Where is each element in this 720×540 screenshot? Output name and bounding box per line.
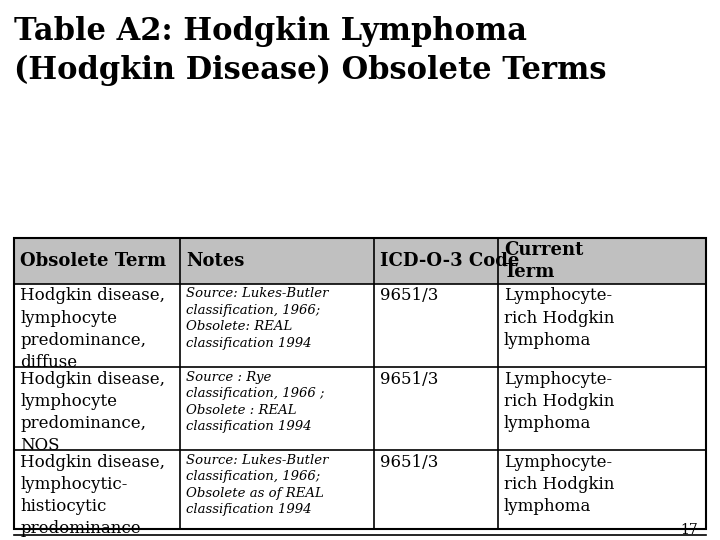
Text: Hodgkin disease,
lymphocyte
predominance,
diffuse: Hodgkin disease, lymphocyte predominance… bbox=[20, 287, 165, 371]
Text: Hodgkin disease,
lymphocytic-
histiocytic
predominance: Hodgkin disease, lymphocytic- histiocyti… bbox=[20, 454, 165, 537]
Text: Lymphocyte-
rich Hodgkin
lymphoma: Lymphocyte- rich Hodgkin lymphoma bbox=[504, 454, 614, 515]
Text: Source: Lukes-Butler
classification, 1966;
Obsolete as of REAL
classification 19: Source: Lukes-Butler classification, 196… bbox=[186, 454, 328, 516]
Text: Notes: Notes bbox=[186, 252, 244, 270]
Bar bbox=[14, 238, 706, 284]
Text: ICD-O-3 Code: ICD-O-3 Code bbox=[379, 252, 519, 270]
Text: Current
Term: Current Term bbox=[504, 241, 583, 281]
Text: Hodgkin disease,
lymphocyte
predominance,
NOS: Hodgkin disease, lymphocyte predominance… bbox=[20, 370, 165, 454]
Text: 9651/3: 9651/3 bbox=[379, 454, 438, 471]
Text: Lymphocyte-
rich Hodgkin
lymphoma: Lymphocyte- rich Hodgkin lymphoma bbox=[504, 287, 614, 349]
Text: Source: Lukes-Butler
classification, 1966;
Obsolete: REAL
classification 1994: Source: Lukes-Butler classification, 196… bbox=[186, 287, 328, 350]
Text: Source : Rye
classification, 1966 ;
Obsolete : REAL
classification 1994: Source : Rye classification, 1966 ; Obso… bbox=[186, 370, 325, 433]
Text: 17: 17 bbox=[680, 523, 698, 537]
Text: 9651/3: 9651/3 bbox=[379, 370, 438, 388]
Text: 9651/3: 9651/3 bbox=[379, 287, 438, 305]
Text: Lymphocyte-
rich Hodgkin
lymphoma: Lymphocyte- rich Hodgkin lymphoma bbox=[504, 370, 614, 432]
Text: Table A2: Hodgkin Lymphoma
(Hodgkin Disease) Obsolete Terms: Table A2: Hodgkin Lymphoma (Hodgkin Dise… bbox=[14, 16, 607, 86]
Text: Obsolete Term: Obsolete Term bbox=[20, 252, 166, 270]
